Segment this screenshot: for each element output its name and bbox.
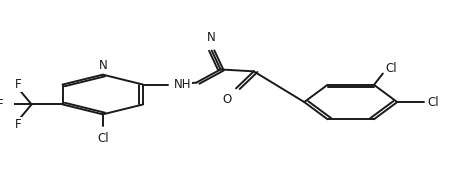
Text: N: N [98, 59, 107, 72]
Text: O: O [223, 93, 232, 106]
Text: Cl: Cl [427, 96, 439, 108]
Text: N: N [207, 31, 216, 44]
Text: Cl: Cl [97, 132, 109, 145]
Text: F: F [15, 78, 21, 91]
Text: NH: NH [174, 78, 191, 91]
Text: F: F [15, 118, 21, 131]
Text: Cl: Cl [385, 62, 397, 75]
Text: F: F [0, 98, 4, 111]
